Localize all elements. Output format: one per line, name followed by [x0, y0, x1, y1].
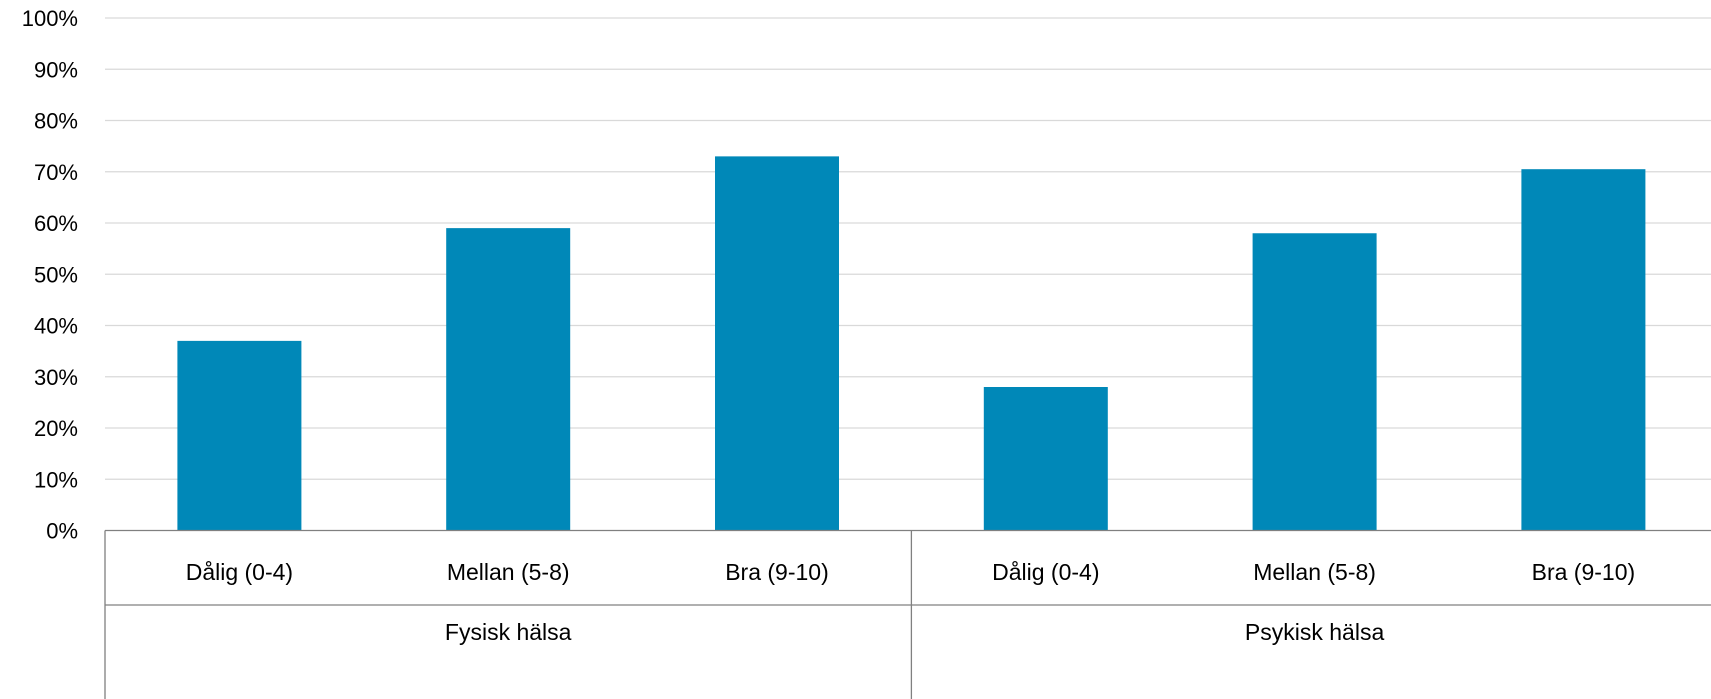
bar: [715, 156, 839, 531]
group-label: Fysisk hälsa: [445, 619, 572, 645]
y-tick-label: 10%: [34, 467, 78, 492]
y-tick-label: 80%: [34, 109, 78, 134]
y-tick-label: 50%: [34, 262, 78, 287]
category-label: Mellan (5-8): [447, 559, 570, 585]
y-axis-ticks: 0% 10% 20% 30% 40% 50% 60% 70% 80% 90% 100%: [22, 6, 78, 544]
group-label: Psykisk hälsa: [1245, 619, 1385, 645]
y-tick-label: 20%: [34, 416, 78, 441]
y-tick-label: 40%: [34, 314, 78, 339]
bar: [446, 228, 571, 531]
category-labels: Dålig (0-4) Mellan (5-8) Bra (9-10) Dålig (…: [186, 559, 1635, 585]
category-label: Mellan (5-8): [1253, 559, 1376, 585]
y-tick-label: 100%: [22, 6, 78, 31]
category-label: Dålig (0-4): [186, 559, 293, 585]
gridlines: [105, 17, 1711, 480]
bars: [177, 156, 1646, 531]
y-tick-label: 60%: [34, 211, 78, 236]
bar: [177, 340, 302, 531]
y-tick-label: 30%: [34, 365, 78, 390]
x-axis-frame: [104, 529, 1711, 699]
y-tick-label: 90%: [34, 57, 78, 82]
y-tick-label: 70%: [34, 160, 78, 185]
y-tick-label: 0%: [46, 519, 78, 544]
group-labels: Fysisk hälsa Psykisk hälsa: [445, 619, 1385, 645]
category-label: Dålig (0-4): [992, 559, 1099, 585]
category-label: Bra (9-10): [725, 559, 829, 585]
bar: [983, 387, 1108, 531]
category-label: Bra (9-10): [1532, 559, 1636, 585]
bar: [1521, 169, 1646, 531]
bar: [1252, 233, 1377, 531]
